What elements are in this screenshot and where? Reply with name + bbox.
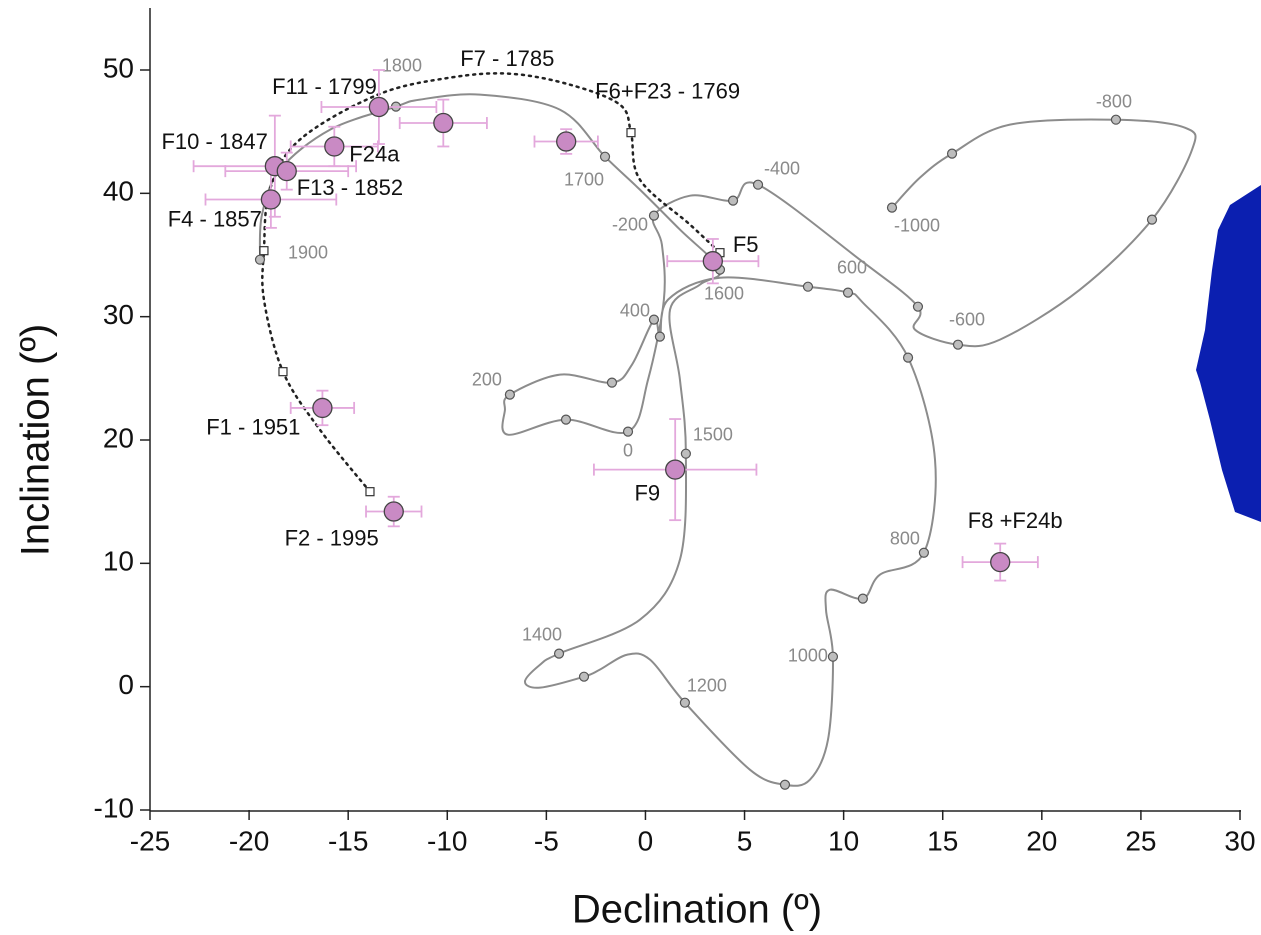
y-tick-label: 20 [103,422,134,453]
node-label: 1800 [382,55,422,75]
model-node [902,352,914,363]
node-label: 1600 [704,283,744,303]
node-label: 1200 [687,675,727,695]
square-marker [278,367,288,377]
model-node [679,697,690,708]
model-node [1146,214,1158,225]
x-tick-label: -15 [328,825,368,856]
x-tick-label: 30 [1224,825,1255,856]
model-node [648,314,660,325]
sample-point [665,459,686,480]
y-axis-title: Inclination (º) [14,324,58,556]
x-tick-label: 0 [638,825,654,856]
model-node [622,426,634,437]
model-node [912,301,924,312]
sample-label: F10 - 1847 [161,129,267,154]
x-tick-label: -25 [130,825,170,856]
x-tick-label: 20 [1026,825,1057,856]
x-tick-label: 15 [927,825,958,856]
sample-point [260,189,282,210]
sample-label: F5 [733,232,759,257]
sample-point [368,96,390,118]
sample-label: F4 - 1857 [168,206,262,231]
node-label: 600 [837,257,867,277]
sample-label: F7 - 1785 [460,46,554,71]
model-node [886,202,898,213]
y-tick-label: 30 [103,299,134,330]
sample-label: F24a [349,141,400,166]
y-tick-label: 0 [118,669,134,700]
sample-point [702,251,723,272]
sample-label: F6+F23 - 1769 [595,78,740,103]
x-tick-label: 5 [737,825,753,856]
model-node [752,179,764,190]
model-node [779,779,791,790]
x-tick-label: -10 [427,825,467,856]
model-node [654,331,666,342]
square-marker [365,487,375,497]
sample-point [312,397,333,419]
model-node [918,547,930,558]
sample-label: F8 +F24b [968,508,1063,533]
photo-fragment [1196,185,1261,522]
node-label: -600 [949,309,985,329]
sample-label: F2 - 1995 [285,525,379,550]
model-node [553,648,565,659]
sample-label: F9 [634,480,660,505]
node-label: 1700 [564,169,604,189]
square-marker [259,246,269,256]
sample-point [276,160,297,182]
model-node [842,287,854,298]
sample-point [383,501,404,522]
model-node [578,671,590,682]
model-node [727,195,739,206]
sample-point [324,136,345,157]
sample-label: F13 - 1852 [297,175,403,200]
model-node [946,148,958,159]
model-node [254,254,266,265]
model-node [599,151,611,162]
sample-point [990,551,1011,573]
model-node [606,377,618,388]
node-label: -1000 [894,215,940,235]
node-label: 800 [890,528,920,548]
y-tick-label: 10 [103,546,134,577]
node-label: -200 [612,214,648,234]
y-tick-label: -10 [94,792,134,823]
y-tick-label: 50 [103,52,134,83]
model-node [680,448,691,459]
node-label: 1500 [693,424,733,444]
model-node [952,339,964,350]
node-label: 0 [623,440,633,460]
model-node [827,651,839,662]
x-tick-label: 25 [1125,825,1156,856]
node-label: 1900 [288,242,328,262]
node-label: 1000 [788,645,828,665]
model-node [802,281,814,292]
model-node [1110,114,1122,125]
node-label: -800 [1096,91,1132,111]
model-node [560,414,572,425]
x-axis-title: Declination (º) [572,888,822,932]
square-marker [626,128,636,138]
y-tick-label: 40 [103,176,134,207]
node-label: 1400 [522,624,562,644]
model-node [648,210,660,221]
sample-label: F1 - 1951 [206,415,300,440]
sample-point [433,112,454,134]
model-node [857,593,868,604]
node-label: -400 [764,158,800,178]
x-tick-label: -20 [229,825,269,856]
x-tick-label: 10 [828,825,859,856]
sample-point [556,131,577,152]
model-node [504,389,515,400]
dotted-curve [261,72,722,493]
node-label: 400 [620,300,650,320]
node-label: 200 [472,369,502,389]
x-tick-label: -5 [534,825,559,856]
sample-label: F11 - 1799 [272,74,377,99]
